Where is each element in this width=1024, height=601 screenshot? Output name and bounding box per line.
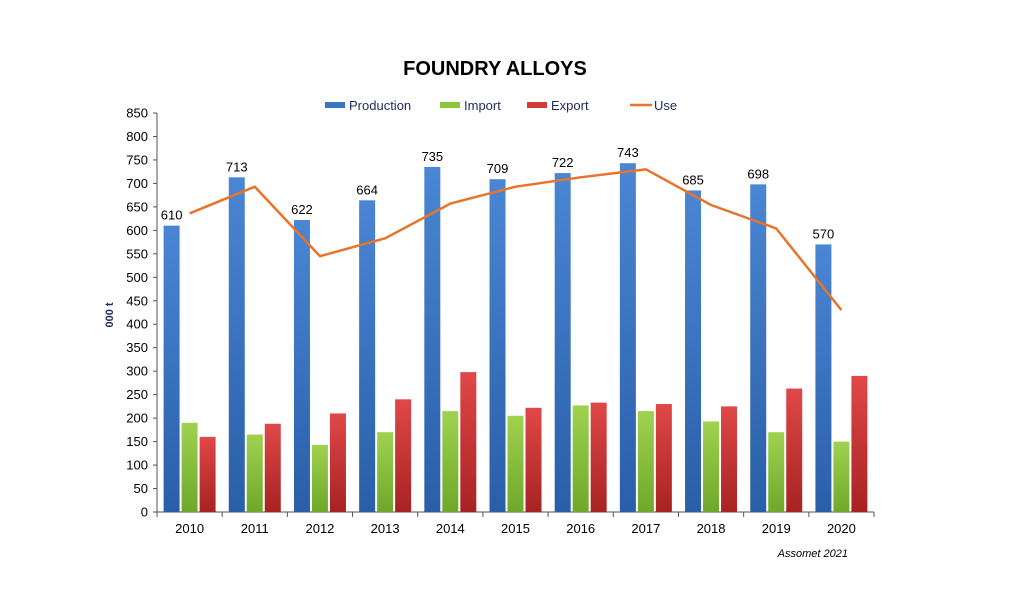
bar-production-2020 [815, 244, 832, 512]
bar-production-2010 [163, 225, 180, 513]
data-label-production-2019: 698 [747, 166, 769, 181]
legend-swatch-production [325, 102, 345, 108]
bar-production-2016 [554, 173, 571, 512]
bar-export-2015 [525, 407, 542, 512]
bar-export-2010 [199, 436, 216, 512]
bar-import-2018 [703, 421, 720, 512]
bar-import-2014 [442, 411, 459, 512]
bar-import-2017 [637, 411, 654, 512]
data-label-production-2017: 743 [617, 145, 639, 160]
source-note: Assomet 2021 [777, 548, 848, 560]
bar-import-2016 [572, 405, 589, 512]
data-label-production-2010: 610 [161, 208, 183, 223]
x-tick-label: 2017 [631, 521, 660, 536]
x-tick-label: 2018 [697, 521, 726, 536]
y-tick-label: 100 [126, 458, 148, 473]
x-tick-label: 2012 [305, 521, 334, 536]
bar-import-2015 [507, 415, 524, 512]
use-line [189, 168, 843, 311]
bar-production-2019 [750, 184, 767, 512]
data-label-production-2018: 685 [682, 172, 704, 187]
y-tick-label: 850 [126, 106, 148, 121]
bar-import-2012 [311, 444, 328, 512]
data-label-production-2014: 735 [421, 149, 443, 164]
bar-production-2015 [489, 179, 506, 512]
bar-import-2010 [181, 422, 198, 512]
y-tick-label: 200 [126, 411, 148, 426]
bar-export-2018 [721, 406, 738, 512]
data-labels: 610 713 622 664 735 709 722 743 685 698 570 [161, 145, 835, 241]
x-tick-label: 2010 [175, 521, 204, 536]
y-tick-label: 50 [134, 481, 148, 496]
chart-title: FOUNDRY ALLOYS [403, 58, 587, 80]
data-label-production-2020: 570 [813, 226, 835, 241]
data-label-production-2013: 664 [356, 182, 378, 197]
y-tick-label: 700 [126, 176, 148, 191]
bar-import-2020 [833, 441, 850, 512]
y-tick-label: 0 [141, 505, 148, 520]
bar-export-2017 [655, 404, 672, 512]
y-axis-label: 000 t [104, 302, 116, 327]
bar-import-2019 [768, 432, 785, 512]
legend-swatch-import [440, 102, 460, 108]
y-tick-label: 250 [126, 387, 148, 402]
x-tick-label: 2015 [501, 521, 530, 536]
y-tick-label: 350 [126, 340, 148, 355]
y-tick-label: 500 [126, 270, 148, 285]
bar-export-2020 [851, 375, 868, 512]
data-label-production-2016: 722 [552, 155, 574, 170]
y-tick-label: 400 [126, 317, 148, 332]
y-tick-label: 600 [126, 223, 148, 238]
x-tick-label: 2011 [241, 521, 269, 536]
x-tick-label: 2016 [566, 521, 595, 536]
y-tick-label: 800 [126, 129, 148, 144]
bar-production-2014 [424, 166, 441, 512]
bar-export-2012 [329, 413, 346, 512]
bar-export-2013 [395, 399, 412, 512]
y-tick-label: 450 [126, 293, 148, 308]
line-use [189, 168, 843, 311]
data-label-production-2012: 622 [291, 202, 313, 217]
y-tick-label: 750 [126, 152, 148, 167]
data-label-production-2011: 713 [226, 159, 248, 174]
y-tick-label: 550 [126, 246, 148, 261]
bar-production-2013 [359, 200, 376, 512]
bar-production-2012 [293, 220, 310, 512]
y-tick-label: 150 [126, 434, 148, 449]
bar-import-2011 [246, 434, 263, 512]
legend-label-export: Export [551, 98, 589, 113]
bar-export-2019 [786, 388, 803, 512]
data-label-production-2015: 709 [487, 161, 509, 176]
bar-import-2013 [377, 432, 394, 512]
bar-export-2011 [264, 423, 281, 512]
x-tick-label: 2020 [827, 521, 856, 536]
legend-label-production: Production [349, 98, 411, 113]
y-tick-label: 650 [126, 199, 148, 214]
bar-export-2014 [460, 372, 477, 512]
bar-production-2018 [685, 190, 702, 512]
bar-production-2011 [228, 177, 245, 512]
legend: Production Import Export Use [325, 98, 677, 113]
legend-label-use: Use [654, 98, 677, 113]
bar-production-2017 [619, 163, 636, 513]
axes: 0 50 100 150 200 250 300 350 400 450 500 550 600 650 7… [126, 106, 875, 536]
legend-label-import: Import [464, 98, 501, 113]
bars [163, 163, 868, 513]
x-tick-label: 2014 [436, 521, 465, 536]
x-tick-label: 2019 [762, 521, 791, 536]
bar-export-2016 [590, 402, 607, 512]
x-tick-label: 2013 [371, 521, 400, 536]
y-tick-label: 300 [126, 364, 148, 379]
legend-swatch-export [527, 102, 547, 108]
